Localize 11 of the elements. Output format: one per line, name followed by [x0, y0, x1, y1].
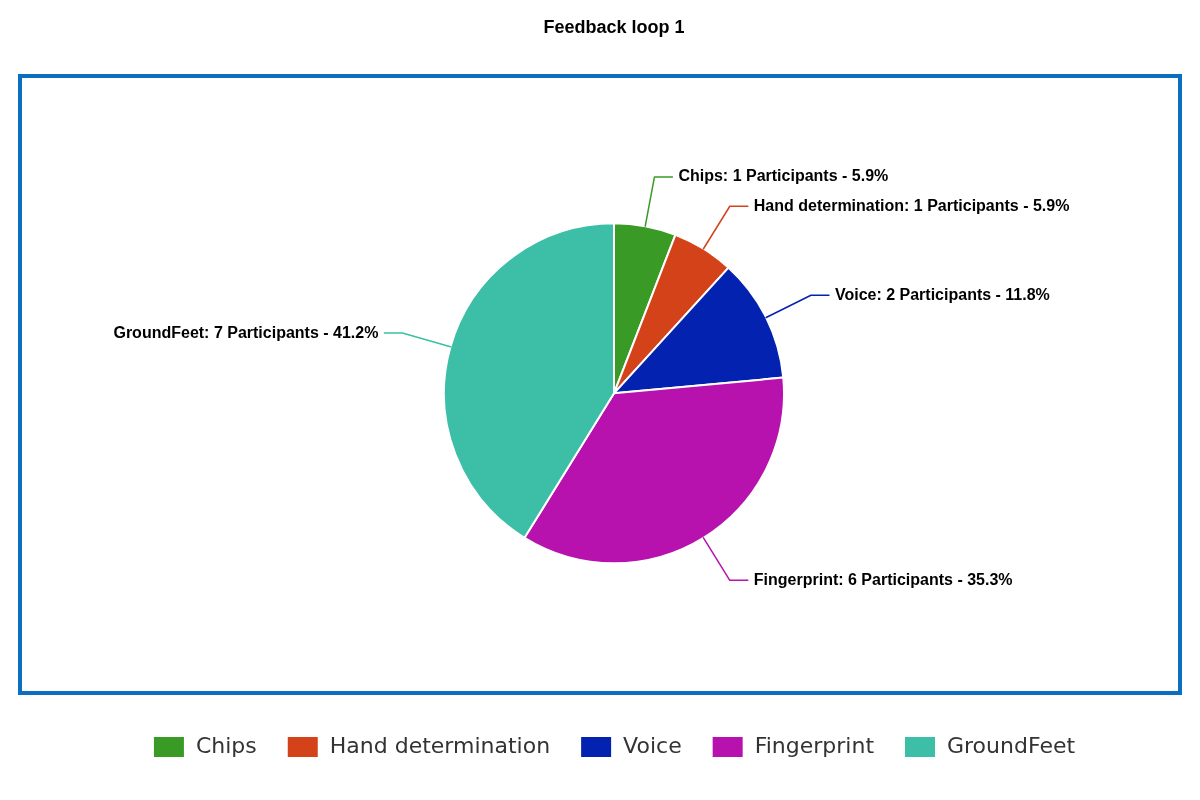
legend-label: GroundFeet	[947, 732, 1076, 758]
legend-label: Voice	[623, 732, 682, 758]
data-label: Voice: 2 Participants - 11.8%	[834, 285, 1050, 303]
data-label: GroundFeet: 7 Participants - 41.2%	[113, 323, 379, 341]
data-label: Fingerprint: 6 Participants - 35.3%	[753, 570, 1013, 588]
legend-label: Chips	[195, 732, 257, 758]
chart-title: Feedback loop 1	[543, 16, 685, 37]
data-label: Hand determination: 1 Participants - 5.9%	[753, 196, 1070, 214]
data-label: Chips: 1 Participants - 5.9%	[678, 167, 889, 185]
legend-label: Hand determination	[329, 732, 551, 758]
legend-label: Fingerprint	[754, 732, 875, 758]
